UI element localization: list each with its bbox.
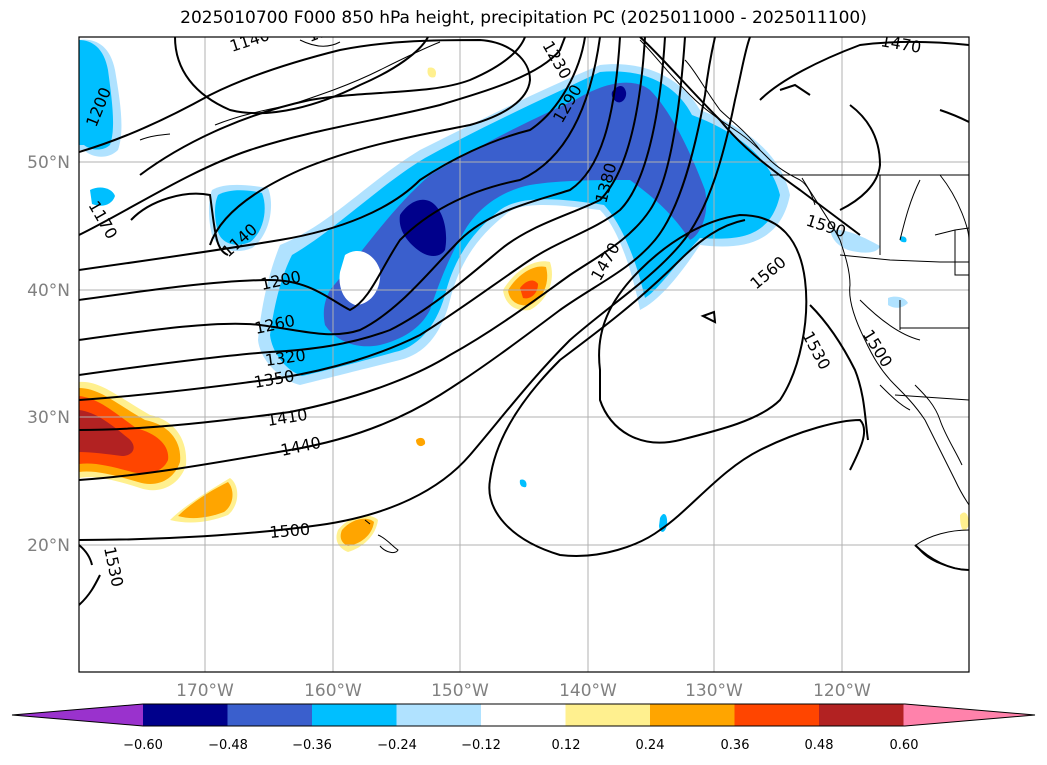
colorbar-segment (396, 704, 482, 726)
svg-text:120°W: 120°W (813, 681, 871, 701)
colorbar-outline (11, 703, 1036, 727)
plot-frame (78, 36, 970, 673)
svg-text:−0.24: −0.24 (377, 738, 417, 753)
lat-lon-gridlines (79, 37, 969, 672)
colorbar-segment (312, 704, 397, 726)
latitude-labels: 50°N 40°N 30°N 20°N (27, 153, 70, 556)
colorbar-segment (819, 704, 904, 726)
svg-text:30°N: 30°N (27, 408, 70, 428)
colorbar-segment (227, 704, 313, 726)
svg-text:0.60: 0.60 (890, 738, 919, 753)
svg-text:−0.60: −0.60 (123, 738, 163, 753)
svg-text:0.36: 0.36 (721, 738, 750, 753)
colorbar-segment (565, 704, 651, 726)
negative-precip-fill (79, 39, 908, 532)
colorbar-segment (650, 704, 735, 726)
svg-text:−0.36: −0.36 (292, 738, 332, 753)
colorbar-segment (143, 704, 228, 726)
longitude-labels: 170°W 160°W 150°W 140°W 130°W 120°W (176, 681, 871, 701)
positive-precip-fill (79, 67, 969, 552)
svg-text:150°W: 150°W (431, 681, 489, 701)
svg-text:20°N: 20°N (27, 536, 70, 556)
colorbar-extend-high (903, 704, 1035, 726)
svg-text:140°W: 140°W (559, 681, 617, 701)
colorbar-extend-low (12, 704, 143, 726)
colorbar-segments (12, 704, 1035, 726)
svg-text:−0.48: −0.48 (208, 738, 248, 753)
svg-text:0.12: 0.12 (552, 738, 581, 753)
map-title: 2025010700 F000 850 hPa height, precipit… (180, 8, 867, 28)
svg-text:40°N: 40°N (27, 281, 70, 301)
svg-text:−0.12: −0.12 (461, 738, 501, 753)
colorbar-segment (734, 704, 820, 726)
colorbar-segment (481, 704, 566, 726)
svg-text:130°W: 130°W (685, 681, 743, 701)
svg-text:0.24: 0.24 (636, 738, 665, 753)
height-contours (79, 37, 969, 606)
svg-text:50°N: 50°N (27, 153, 70, 173)
svg-text:1500: 1500 (269, 520, 311, 542)
colorbar: −0.60 −0.48 −0.36 −0.24 −0.12 0.12 0.24 … (11, 703, 1036, 753)
svg-text:170°W: 170°W (176, 681, 234, 701)
svg-text:0.48: 0.48 (805, 738, 834, 753)
map-plot-area: 1140 1140 1200 1200 1260 1320 1350 1410 … (79, 37, 969, 672)
colorbar-ticks: −0.60 −0.48 −0.36 −0.24 −0.12 0.12 0.24 … (123, 738, 918, 753)
svg-text:160°W: 160°W (304, 681, 362, 701)
